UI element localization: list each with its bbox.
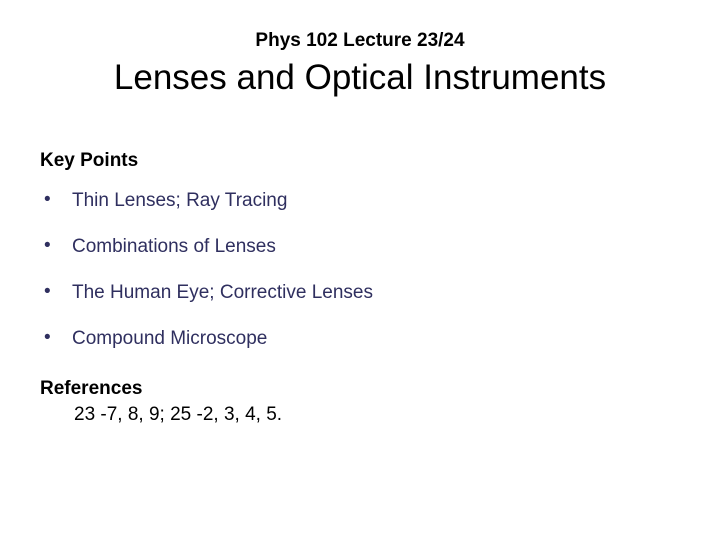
- list-item: Compound Microscope: [40, 328, 680, 350]
- slide-title: Lenses and Optical Instruments: [40, 58, 680, 98]
- list-item: Thin Lenses; Ray Tracing: [40, 190, 680, 212]
- course-line: Phys 102 Lecture 23/24: [40, 30, 680, 52]
- bullet-list: Thin Lenses; Ray Tracing Combinations of…: [40, 190, 680, 350]
- list-item: The Human Eye; Corrective Lenses: [40, 282, 680, 304]
- slide: Phys 102 Lecture 23/24 Lenses and Optica…: [0, 0, 720, 540]
- key-points-heading: Key Points: [40, 150, 680, 172]
- references-heading: References: [40, 378, 680, 400]
- list-item: Combinations of Lenses: [40, 236, 680, 258]
- references-body: 23 -7, 8, 9; 25 -2, 3, 4, 5.: [74, 404, 680, 426]
